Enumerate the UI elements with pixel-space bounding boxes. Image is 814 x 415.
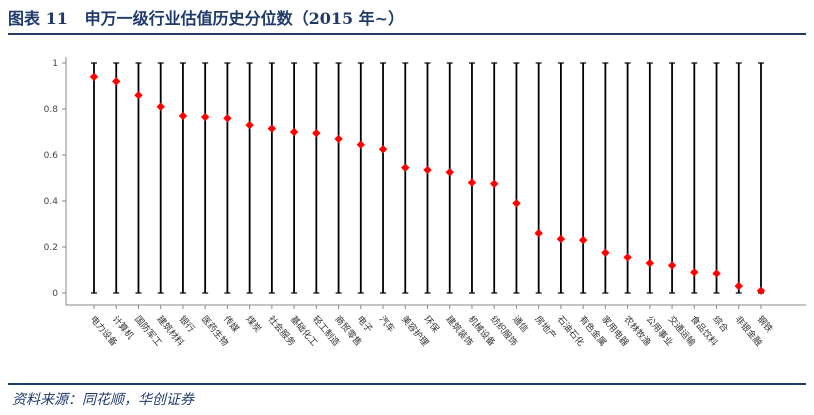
data-point xyxy=(623,253,632,262)
data-point xyxy=(490,179,499,188)
data-point xyxy=(89,72,99,81)
data-point xyxy=(467,178,477,187)
data-point xyxy=(401,163,410,172)
category-label: 钢铁 xyxy=(755,313,776,335)
category-label: 汽车 xyxy=(377,313,398,335)
data-point xyxy=(334,134,343,144)
data-point xyxy=(756,286,766,295)
y-tick-label: 0.4 xyxy=(44,197,59,207)
data-point xyxy=(223,114,232,123)
y-tick-label: 0.6 xyxy=(44,151,59,161)
data-point xyxy=(178,111,188,121)
category-label: 环保 xyxy=(421,313,442,335)
category-label: 房地产 xyxy=(532,313,559,341)
data-point xyxy=(712,269,721,278)
category-label: 煤炭 xyxy=(243,313,264,335)
data-point xyxy=(378,145,388,154)
data-point xyxy=(578,235,588,245)
data-point xyxy=(289,127,299,137)
data-point xyxy=(312,128,321,138)
source-note: 资料来源：同花顺，华创证券 xyxy=(12,392,194,408)
data-point xyxy=(356,140,365,149)
title-divider xyxy=(8,33,806,35)
data-point xyxy=(734,281,743,291)
data-point xyxy=(690,268,699,277)
data-point xyxy=(445,168,454,177)
data-point xyxy=(601,248,610,257)
y-tick-label: 1 xyxy=(52,59,58,69)
category-label: 银行 xyxy=(177,313,198,335)
chart-title: 申万一级行业估值历史分位数（2015 年~） xyxy=(84,9,405,28)
data-point xyxy=(556,234,566,244)
data-point xyxy=(423,165,432,175)
data-point xyxy=(134,91,143,100)
data-point xyxy=(245,120,254,130)
data-point xyxy=(512,199,521,208)
y-tick-label: 0.8 xyxy=(44,105,59,115)
category-label: 综合 xyxy=(710,313,731,335)
y-tick-label: 0 xyxy=(52,289,58,299)
data-point xyxy=(534,229,543,238)
figure-number: 图表 11 xyxy=(8,9,68,28)
category-label: 电子 xyxy=(355,313,376,335)
footer-divider xyxy=(8,383,806,385)
data-point xyxy=(667,261,677,270)
data-point xyxy=(267,124,277,133)
category-label: 传媒 xyxy=(221,313,242,335)
data-point xyxy=(156,102,165,111)
category-label: 通信 xyxy=(510,313,531,335)
data-point xyxy=(112,77,121,86)
figure-title: 图表 11 申万一级行业估值历史分位数（2015 年~） xyxy=(8,4,404,30)
data-point xyxy=(200,112,210,122)
y-tick-label: 0.2 xyxy=(44,243,58,253)
data-point xyxy=(645,258,655,268)
